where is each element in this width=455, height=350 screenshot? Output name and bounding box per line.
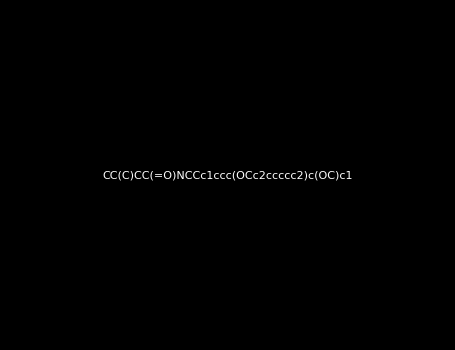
Text: CC(C)CC(=O)NCCc1ccc(OCc2ccccc2)c(OC)c1: CC(C)CC(=O)NCCc1ccc(OCc2ccccc2)c(OC)c1 xyxy=(102,170,353,180)
